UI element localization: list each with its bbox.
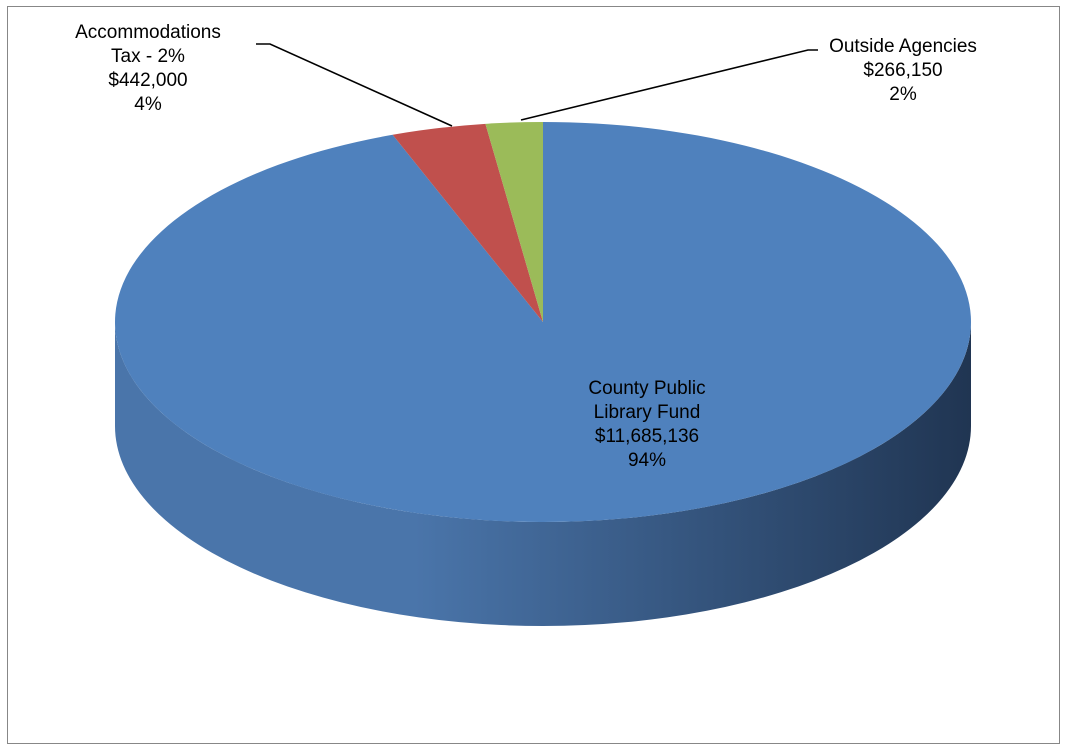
data-label-line: 4%: [134, 94, 162, 115]
data-label-accommodations-tax-2: Accommodations Tax - 2% $442,000 4%: [75, 22, 221, 115]
leader-lines: [256, 43, 818, 127]
data-labels: County Public Library Fund $11,685,136 94% A…: [75, 22, 977, 471]
data-label-line: Tax - 2%: [111, 46, 185, 67]
data-label-line: $442,000: [108, 70, 187, 91]
pie-slice-county-public-library-fund: [114, 122, 971, 522]
pie-top-layer: [114, 122, 971, 522]
pie-slice-outside-agencies: [485, 122, 543, 322]
data-label-line: $11,685,136: [595, 426, 699, 447]
pie-slice-accommodations-tax-2: [392, 123, 543, 322]
leader-line-outside-agencies: [520, 49, 818, 121]
data-label-line: 94%: [628, 450, 666, 471]
data-label-outside-agencies: Outside Agencies $266,150 2%: [829, 36, 977, 105]
leader-line-accommodations-tax-2: [256, 43, 453, 127]
data-label-line: County Public: [588, 378, 705, 399]
data-label-line: 2%: [889, 84, 917, 105]
data-label-line: Outside Agencies: [829, 36, 977, 57]
pie-side-layer: [115, 322, 971, 626]
data-label-line: $266,150: [863, 60, 942, 81]
pie-side-county-public-library-fund: [115, 322, 971, 626]
data-label-line: Accommodations: [75, 22, 221, 43]
data-label-county-public-library-fund: County Public Library Fund $11,685,136 94%: [588, 378, 705, 471]
data-label-line: Library Fund: [594, 402, 701, 423]
